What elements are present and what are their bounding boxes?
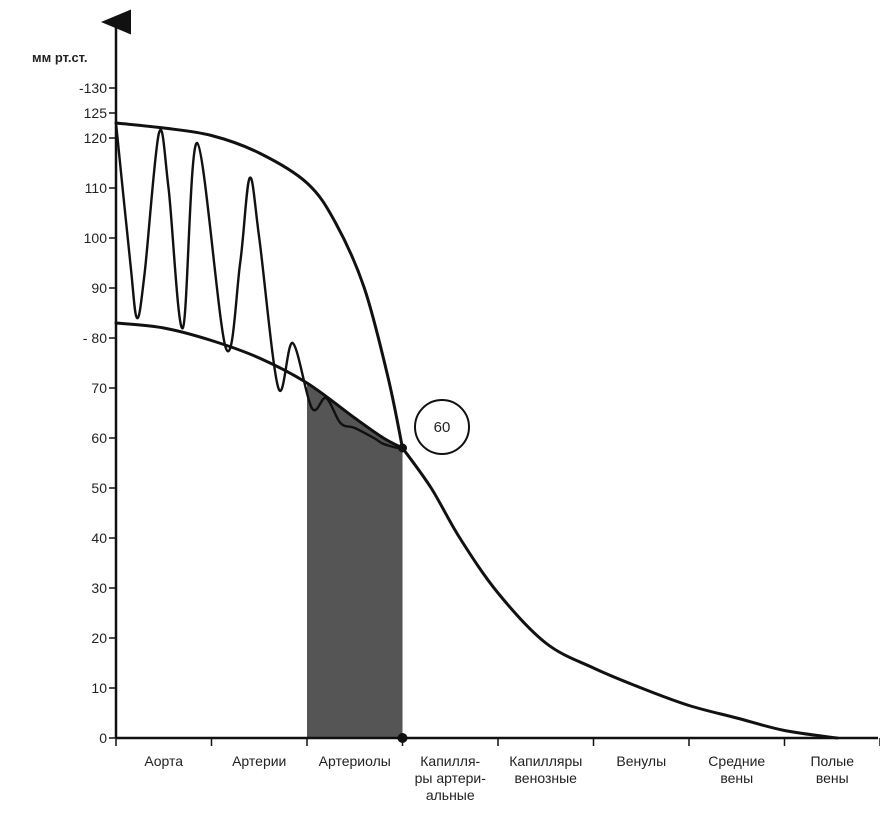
category-label: Артерии xyxy=(232,753,286,769)
category-label: вены xyxy=(816,770,849,786)
y-tick-label: 10 xyxy=(91,680,107,696)
pressure-chart: 0 10 20 30 40 50 60 70 - 80 90 100 110 120 125 -130 мм… xyxy=(0,0,880,818)
y-tick-label: 0 xyxy=(99,730,107,746)
annotation-bubble: 60 xyxy=(415,400,469,454)
marker-axis-dot xyxy=(398,733,408,743)
y-tick-label: 30 xyxy=(91,580,107,596)
category-label: Аорта xyxy=(144,753,183,769)
y-tick-label: 90 xyxy=(91,280,107,296)
y-tick-label: 70 xyxy=(91,380,107,396)
y-tick-label: 110 xyxy=(85,180,108,196)
y-tick-label: 120 xyxy=(84,130,108,146)
category-labels: Аорта Артерии Артериолы Капилля-ры артери-а… xyxy=(144,753,854,803)
category-label: Венулы xyxy=(616,753,666,769)
y-ticks: 0 10 20 30 40 50 60 70 - 80 90 100 110 120 125 -130 xyxy=(79,80,116,746)
category-label: Полые xyxy=(810,753,854,769)
category-label: Капилля- xyxy=(420,753,480,769)
category-label: ры артери- xyxy=(415,770,487,786)
y-tick-label: 50 xyxy=(91,480,107,496)
y-tick-label: - 80 xyxy=(83,330,107,346)
y-tick-label: 100 xyxy=(84,230,108,246)
category-label: Средние xyxy=(708,753,765,769)
series-systolic-envelope xyxy=(116,123,403,448)
category-label: венозные xyxy=(515,770,578,786)
series-pulse-wave xyxy=(116,123,403,448)
category-label: вены xyxy=(720,770,753,786)
series-group xyxy=(116,123,837,738)
y-tick-label: 60 xyxy=(91,430,107,446)
y-tick-label: 125 xyxy=(84,105,108,121)
series-mean-pressure xyxy=(403,448,838,738)
category-label: Капилляры xyxy=(509,753,582,769)
y-tick-label: 20 xyxy=(91,630,107,646)
marker-point xyxy=(398,444,407,453)
category-label: альные xyxy=(426,787,475,803)
shaded-region-area xyxy=(307,383,403,738)
category-label: Артериолы xyxy=(319,753,391,769)
y-tick-label: -130 xyxy=(79,80,107,96)
y-tick-label: 40 xyxy=(91,530,107,546)
annotation-text: 60 xyxy=(434,419,451,436)
y-axis-unit: мм рт.ст. xyxy=(32,50,88,65)
